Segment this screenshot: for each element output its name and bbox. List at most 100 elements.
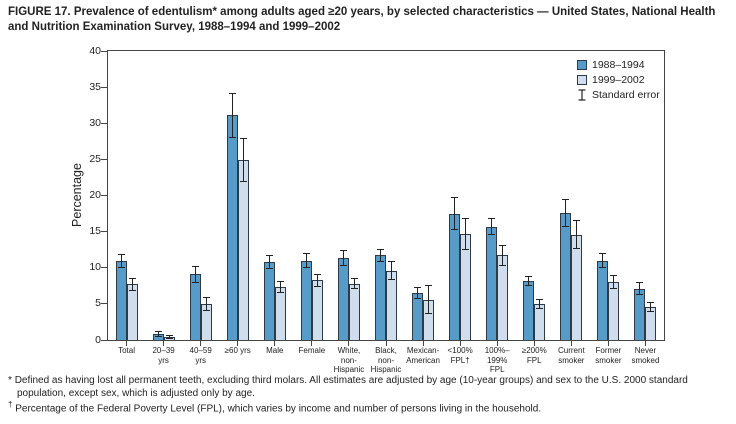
error-bar	[128, 277, 136, 291]
error-bar-cap	[154, 336, 162, 338]
error-bar-stem	[120, 254, 122, 269]
error-bar-icon	[578, 88, 586, 101]
bar-1988-1994	[560, 212, 572, 340]
error-bar-stem	[268, 254, 270, 270]
error-bar-cap	[276, 292, 284, 294]
error-bar-cap	[377, 260, 384, 262]
legend-item-1988-1994: 1988–1994	[577, 57, 660, 72]
error-bar	[499, 244, 507, 267]
error-bar-stem	[316, 273, 318, 287]
footnote-marker: *	[8, 375, 12, 386]
error-bar-stem	[353, 277, 355, 290]
error-bar	[610, 274, 618, 290]
plot-area: 1988–1994 1999–2002 Standard error 0 5 10 1…	[89, 45, 665, 374]
error-bar-cap	[191, 281, 199, 283]
series1-swatch-icon	[577, 59, 587, 70]
category-label: Current smoker	[557, 346, 585, 365]
error-bar-cap	[265, 268, 273, 270]
y-axis-tick	[101, 303, 107, 305]
error-bar	[202, 296, 210, 312]
x-axis-tick	[496, 341, 498, 346]
y-axis-tick	[101, 195, 107, 196]
y-axis-tick	[101, 86, 107, 88]
error-bar-stem	[194, 265, 196, 283]
y-axis-tick-label: 25	[89, 152, 101, 165]
x-axis-tick	[533, 341, 535, 346]
x-axis-tick	[422, 341, 424, 346]
footnote-text: Defined as having lost all permanent tee…	[14, 375, 688, 399]
x-axis-tick	[348, 341, 350, 346]
error-bar	[562, 199, 570, 227]
error-bar-stem	[205, 296, 207, 312]
error-bar	[239, 137, 247, 183]
category-label: 20–39 yrs	[152, 346, 175, 365]
error-bar-stem	[454, 196, 456, 231]
error-bar-stem	[279, 281, 281, 294]
bar-1988-1994	[597, 260, 609, 340]
y-axis-tick-label: 5	[95, 297, 101, 310]
category-label: Black, non- Hispanic	[370, 346, 402, 374]
x-axis-tick	[200, 341, 202, 346]
x-axis-tick	[274, 341, 276, 346]
category-label: <100% FPL†	[447, 346, 473, 365]
error-bar	[165, 334, 173, 340]
error-bar-cap	[128, 289, 136, 291]
error-bar-stem	[131, 277, 133, 291]
error-bar	[573, 220, 581, 249]
error-bar	[599, 252, 607, 269]
error-bar-stem	[576, 220, 578, 249]
category-label: 40–59 yrs	[189, 346, 212, 365]
error-bar	[536, 298, 544, 309]
x-axis-tick	[570, 341, 572, 346]
error-bar-stem	[465, 217, 467, 250]
x-axis-tick	[644, 341, 646, 346]
error-bar	[388, 261, 395, 281]
error-bar	[276, 281, 284, 294]
category-label: ≥60 yrs	[224, 346, 251, 355]
bar-1988-1994	[189, 274, 201, 340]
bar-1988-1994	[449, 213, 461, 340]
error-bar-cap	[202, 310, 210, 312]
error-bar-cap	[599, 267, 607, 269]
error-bar-cap	[451, 229, 459, 231]
bar-1999-2002	[571, 234, 583, 340]
error-bar	[191, 265, 199, 283]
error-bar-cap	[425, 312, 433, 314]
bar-1999-2002	[497, 255, 509, 340]
error-bar	[265, 254, 273, 270]
legend-label: 1999–2002	[592, 73, 645, 86]
bar-1988-1994	[412, 293, 424, 340]
error-bar-cap	[239, 181, 247, 183]
error-bar-stem	[157, 331, 159, 338]
bar-1999-2002	[534, 303, 546, 340]
bar-1988-1994	[634, 288, 646, 340]
error-bar	[462, 217, 470, 250]
error-bar-cap	[228, 136, 236, 138]
error-bar-stem	[539, 298, 541, 309]
error-bar	[647, 301, 655, 312]
bar-1988-1994	[115, 261, 127, 340]
error-bar	[350, 277, 358, 290]
legend: 1988–1994 1999–2002 Standard error	[577, 57, 660, 102]
error-bar-stem	[602, 252, 604, 269]
y-axis-tick	[101, 50, 107, 52]
y-axis-tick-label: 0	[95, 333, 101, 346]
error-bar-stem	[380, 248, 381, 262]
y-axis-tick-label: 35	[89, 80, 101, 93]
bar-1999-2002	[608, 282, 620, 340]
y-axis-tick	[101, 122, 107, 124]
error-bar	[377, 248, 384, 262]
error-bar-stem	[613, 274, 615, 290]
error-bar	[451, 196, 459, 231]
category-label: Mexican- American	[406, 346, 440, 365]
error-bar-cap	[414, 297, 422, 299]
category-label: Total	[118, 346, 135, 355]
y-axis-tick-label: 30	[89, 116, 101, 129]
y-axis-tick-label: 20	[89, 189, 101, 201]
error-bar-stem	[391, 261, 392, 281]
legend-label: Standard error	[592, 88, 660, 101]
error-bar-cap	[117, 267, 125, 269]
bar-1999-2002	[126, 284, 138, 340]
error-bar-cap	[302, 266, 310, 268]
category-label: Female	[298, 346, 326, 355]
